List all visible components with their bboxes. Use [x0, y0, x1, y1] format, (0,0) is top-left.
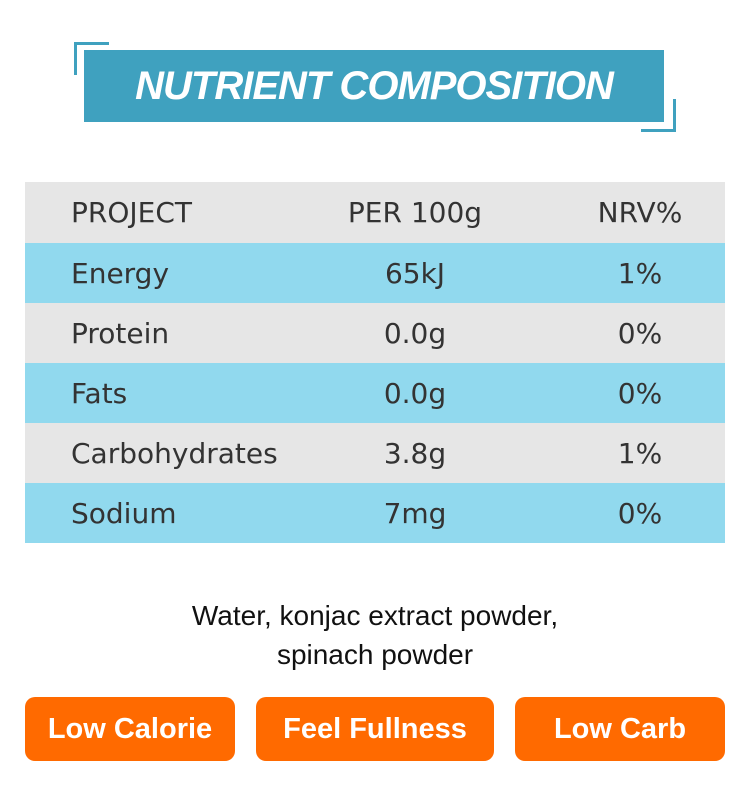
- corner-bracket-bottom-right: [641, 99, 676, 132]
- row-per-100g: 0.0g: [383, 316, 447, 350]
- row-per-100g: 3.8g: [383, 436, 447, 470]
- table-header-row: PROJECT PER 100g NRV%: [25, 182, 725, 243]
- row-label: Protein: [71, 316, 170, 350]
- title-bar: NUTRIENT COMPOSITION: [84, 50, 664, 122]
- row-nrv: 1%: [617, 436, 663, 470]
- row-label: Sodium: [71, 496, 177, 530]
- table-row: Carbohydrates 3.8g 1%: [25, 423, 725, 483]
- row-label: Energy: [71, 256, 170, 290]
- row-per-100g: 65kJ: [384, 256, 446, 290]
- ingredients-line-1: Water, konjac extract powder,: [191, 600, 559, 631]
- badge-feel-fullness: Feel Fullness: [256, 697, 494, 761]
- row-nrv: 1%: [617, 256, 663, 290]
- row-per-100g: 7mg: [383, 496, 447, 530]
- title-banner: NUTRIENT COMPOSITION: [74, 42, 676, 132]
- header-project: PROJECT: [71, 196, 192, 229]
- row-nrv: 0%: [617, 376, 663, 410]
- ingredients-text: Water, konjac extract powder, spinach po…: [0, 596, 750, 674]
- page-title: NUTRIENT COMPOSITION: [135, 63, 614, 108]
- row-label: Fats: [71, 376, 128, 410]
- badge-low-calorie: Low Calorie: [25, 697, 235, 761]
- row-per-100g: 0.0g: [383, 376, 447, 410]
- row-label: Carbohydrates: [71, 436, 278, 470]
- row-nrv: 0%: [617, 316, 663, 350]
- header-per-100g: PER 100g: [347, 196, 483, 229]
- table-row: Energy 65kJ 1%: [25, 243, 725, 303]
- row-nrv: 0%: [617, 496, 663, 530]
- badge-low-carb: Low Carb: [515, 697, 725, 761]
- table-row: Protein 0.0g 0%: [25, 303, 725, 363]
- corner-bracket-top-left: [74, 42, 109, 75]
- ingredients-line-2: spinach powder: [276, 639, 474, 670]
- table-row: Sodium 7mg 0%: [25, 483, 725, 543]
- header-nrv: NRV%: [597, 196, 683, 229]
- table-row: Fats 0.0g 0%: [25, 363, 725, 423]
- nutrition-table: PROJECT PER 100g NRV% Energy 65kJ 1% Pro…: [25, 182, 725, 543]
